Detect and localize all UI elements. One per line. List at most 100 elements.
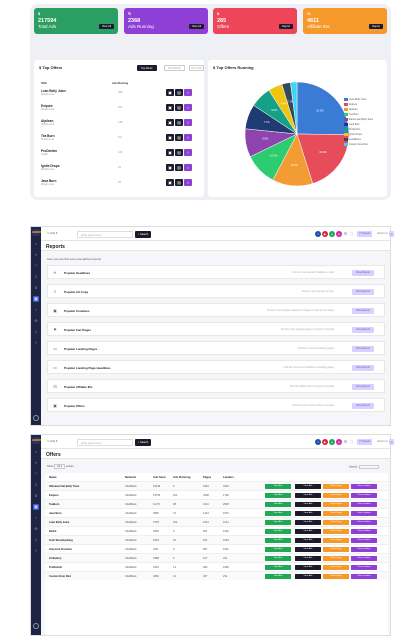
column-header[interactable]: Ads Seen	[153, 475, 166, 479]
row-action-button[interactable]: View Pages	[323, 529, 349, 534]
row-action-button[interactable]: View Pages	[323, 484, 349, 489]
avatar[interactable]: ☺	[389, 439, 394, 445]
table-search-input[interactable]	[358, 465, 379, 469]
search-icon[interactable]: ⌕	[34, 460, 38, 465]
cell-name[interactable]: Exipure	[49, 494, 59, 497]
row-action-button[interactable]: View Landers	[351, 493, 377, 498]
view-report-button[interactable]: View Report	[352, 270, 374, 276]
cell-name[interactable]: Gluconol Freedom	[49, 548, 72, 551]
offer-name[interactable]: Alpilean	[41, 119, 54, 123]
kpi-button[interactable]: Report	[369, 24, 383, 29]
offer-name[interactable]: Exipure	[41, 104, 53, 108]
cell-name[interactable]: ProDentim	[49, 566, 63, 569]
facebook-icon[interactable]: f	[315, 231, 321, 237]
cell-name[interactable]: Tedx Woodworking	[49, 539, 73, 542]
fullscreen-icon[interactable]: ⛶	[350, 439, 353, 444]
entries-select[interactable]: 10 ▾	[54, 464, 66, 469]
tab-this-month[interactable]: This Month	[164, 65, 185, 71]
info-icon[interactable]: i	[184, 104, 192, 111]
cell-name[interactable]: BioFit	[49, 530, 57, 533]
info-icon[interactable]: i	[184, 89, 192, 96]
legend-item[interactable]: LeanBiome	[344, 138, 373, 143]
row-action-button[interactable]: View Pages	[323, 493, 349, 498]
view-report-button[interactable]: View Report	[352, 308, 374, 314]
support-button[interactable]: ? Support	[357, 439, 373, 445]
row-action-button[interactable]: View Ads	[265, 511, 291, 516]
row-action-button[interactable]: View Ads	[265, 529, 291, 534]
column-header[interactable]: Pages	[203, 475, 212, 479]
legend-item[interactable]: Java Burn	[344, 123, 373, 128]
logo[interactable]: ADHERO	[32, 229, 43, 236]
row-action-button[interactable]: View Ads	[295, 538, 321, 543]
info-icon[interactable]: i	[184, 119, 192, 126]
instagram-icon[interactable]: ◎	[336, 439, 342, 445]
legend-item[interactable]: Custom Keto Diet	[344, 143, 373, 148]
row-action-button[interactable]: View Pages	[323, 520, 349, 525]
dollar-icon[interactable]: $	[34, 493, 38, 498]
whatsapp-icon[interactable]: ●	[329, 231, 335, 237]
row-action-button[interactable]: View Ads	[295, 484, 321, 489]
heart-icon[interactable]: ♡	[34, 471, 38, 476]
row-action-button[interactable]: View Ads	[295, 520, 321, 525]
row-action-button[interactable]: View Ads	[265, 502, 291, 507]
type-select[interactable]: ▭ Ads ▾	[47, 439, 58, 443]
cell-name[interactable]: Java Burn	[49, 512, 62, 515]
row-action-button[interactable]: View Landers	[351, 529, 377, 534]
view-report-button[interactable]: View Report	[352, 289, 374, 295]
support-button[interactable]: ? Support	[357, 231, 373, 237]
whatsapp-icon[interactable]: ●	[329, 439, 335, 445]
row-action-button[interactable]: View Ads	[295, 511, 321, 516]
row-action-button[interactable]: View Landers	[351, 520, 377, 525]
row-action-button[interactable]: View Landers	[351, 556, 377, 561]
row-action-button[interactable]: View Landers	[351, 547, 377, 552]
pages-icon[interactable]: ▤	[175, 119, 183, 126]
offer-name[interactable]: Java Burn	[41, 179, 57, 183]
pages-icon[interactable]: ▤	[175, 104, 183, 111]
youtube-icon[interactable]: ▶	[322, 231, 328, 237]
ads-icon[interactable]: ▣	[166, 89, 174, 96]
bell-icon[interactable]: ♪	[35, 515, 37, 520]
row-action-button[interactable]: View Landers	[351, 502, 377, 507]
row-action-button[interactable]: View Landers	[351, 565, 377, 570]
row-action-button[interactable]: View Ads	[295, 565, 321, 570]
home-icon[interactable]: ⌂	[34, 241, 38, 246]
search-button[interactable]: ⌕ Search	[135, 230, 151, 238]
pages-icon[interactable]: ▤	[175, 179, 183, 186]
column-header[interactable]: Ads Running	[173, 475, 191, 479]
kpi-button[interactable]: View All	[98, 24, 114, 29]
settings-icon[interactable]: ⚙	[343, 439, 348, 444]
row-action-button[interactable]: View Ads	[295, 502, 321, 507]
cell-name[interactable]: Lean Belly Juice	[49, 521, 70, 524]
row-action-button[interactable]: View Ads	[295, 529, 321, 534]
ads-icon[interactable]: ▣	[166, 119, 174, 126]
ads-icon[interactable]: ▣	[166, 179, 174, 186]
view-report-button[interactable]: View Report	[352, 365, 374, 371]
user-circle-icon[interactable]	[33, 415, 39, 421]
offer-name[interactable]: Ignite Drops	[41, 164, 60, 168]
offer-name[interactable]: Lean Belly Juice	[41, 89, 66, 93]
legend-item[interactable]: Exipure	[344, 103, 373, 108]
download-icon[interactable]: ⇩	[34, 537, 38, 542]
column-header[interactable]: Network	[125, 475, 137, 479]
search-button[interactable]: ⌕ Search	[135, 438, 151, 446]
view-report-button[interactable]: View Report	[352, 327, 374, 333]
grid-icon[interactable]: ▦	[33, 296, 39, 302]
facebook-icon[interactable]: f	[315, 439, 321, 445]
help-icon[interactable]: ?	[34, 548, 38, 553]
logo[interactable]: ADHERO	[32, 437, 43, 444]
avatar[interactable]: ☺	[389, 231, 394, 237]
bell-icon[interactable]: ♪	[35, 307, 37, 312]
info-icon[interactable]: i	[184, 149, 192, 156]
search-icon[interactable]: ⌕	[34, 252, 38, 257]
instagram-icon[interactable]: ◎	[336, 231, 342, 237]
column-header[interactable]: Landers	[223, 475, 234, 479]
row-action-button[interactable]: View Landers	[351, 484, 377, 489]
row-action-button[interactable]: View Pages	[323, 556, 349, 561]
row-action-button[interactable]: View Pages	[323, 547, 349, 552]
row-action-button[interactable]: View Ads	[265, 574, 291, 579]
youtube-icon[interactable]: ▶	[322, 439, 328, 445]
cell-name[interactable]: TeaBurn	[49, 503, 60, 506]
row-action-button[interactable]: View Landers	[351, 538, 377, 543]
info-icon[interactable]: i	[184, 179, 192, 186]
download-icon[interactable]: ⇩	[34, 329, 38, 334]
